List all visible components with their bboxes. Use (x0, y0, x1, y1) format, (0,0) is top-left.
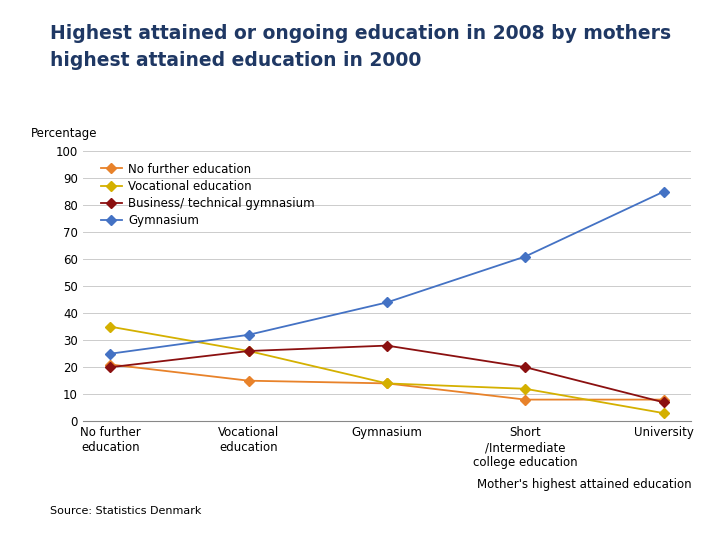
No further education (521, 396, 530, 403)
Line: Business/ technical gymnasium: Business/ technical gymnasium (107, 342, 667, 406)
Text: Percentage: Percentage (31, 127, 98, 140)
Gymnasium (106, 350, 114, 357)
Text: Mother's highest attained education: Mother's highest attained education (477, 478, 691, 491)
Line: No further education: No further education (107, 361, 667, 403)
Line: Vocational education: Vocational education (107, 323, 667, 416)
Vocational education (521, 386, 530, 392)
Gymnasium (521, 253, 530, 260)
Business/ technical gymnasium (383, 342, 392, 349)
Vocational education (383, 380, 392, 387)
Business/ technical gymnasium (660, 399, 668, 406)
Vocational education (244, 348, 253, 354)
Vocational education (106, 323, 114, 330)
No further education (660, 396, 668, 403)
No further education (383, 380, 392, 387)
No further education (106, 361, 114, 368)
Gymnasium (660, 188, 668, 195)
Legend: No further education, Vocational education, Business/ technical gymnasium, Gymna: No further education, Vocational educati… (101, 163, 315, 227)
Text: Highest attained or ongoing education in 2008 by mothers: Highest attained or ongoing education in… (50, 24, 672, 43)
No further education (244, 377, 253, 384)
Business/ technical gymnasium (521, 364, 530, 370)
Gymnasium (383, 299, 392, 306)
Line: Gymnasium: Gymnasium (107, 188, 667, 357)
Text: Source: Statistics Denmark: Source: Statistics Denmark (50, 505, 202, 516)
Text: highest attained education in 2000: highest attained education in 2000 (50, 51, 422, 70)
Gymnasium (244, 332, 253, 338)
Business/ technical gymnasium (244, 348, 253, 354)
Business/ technical gymnasium (106, 364, 114, 370)
Vocational education (660, 410, 668, 416)
